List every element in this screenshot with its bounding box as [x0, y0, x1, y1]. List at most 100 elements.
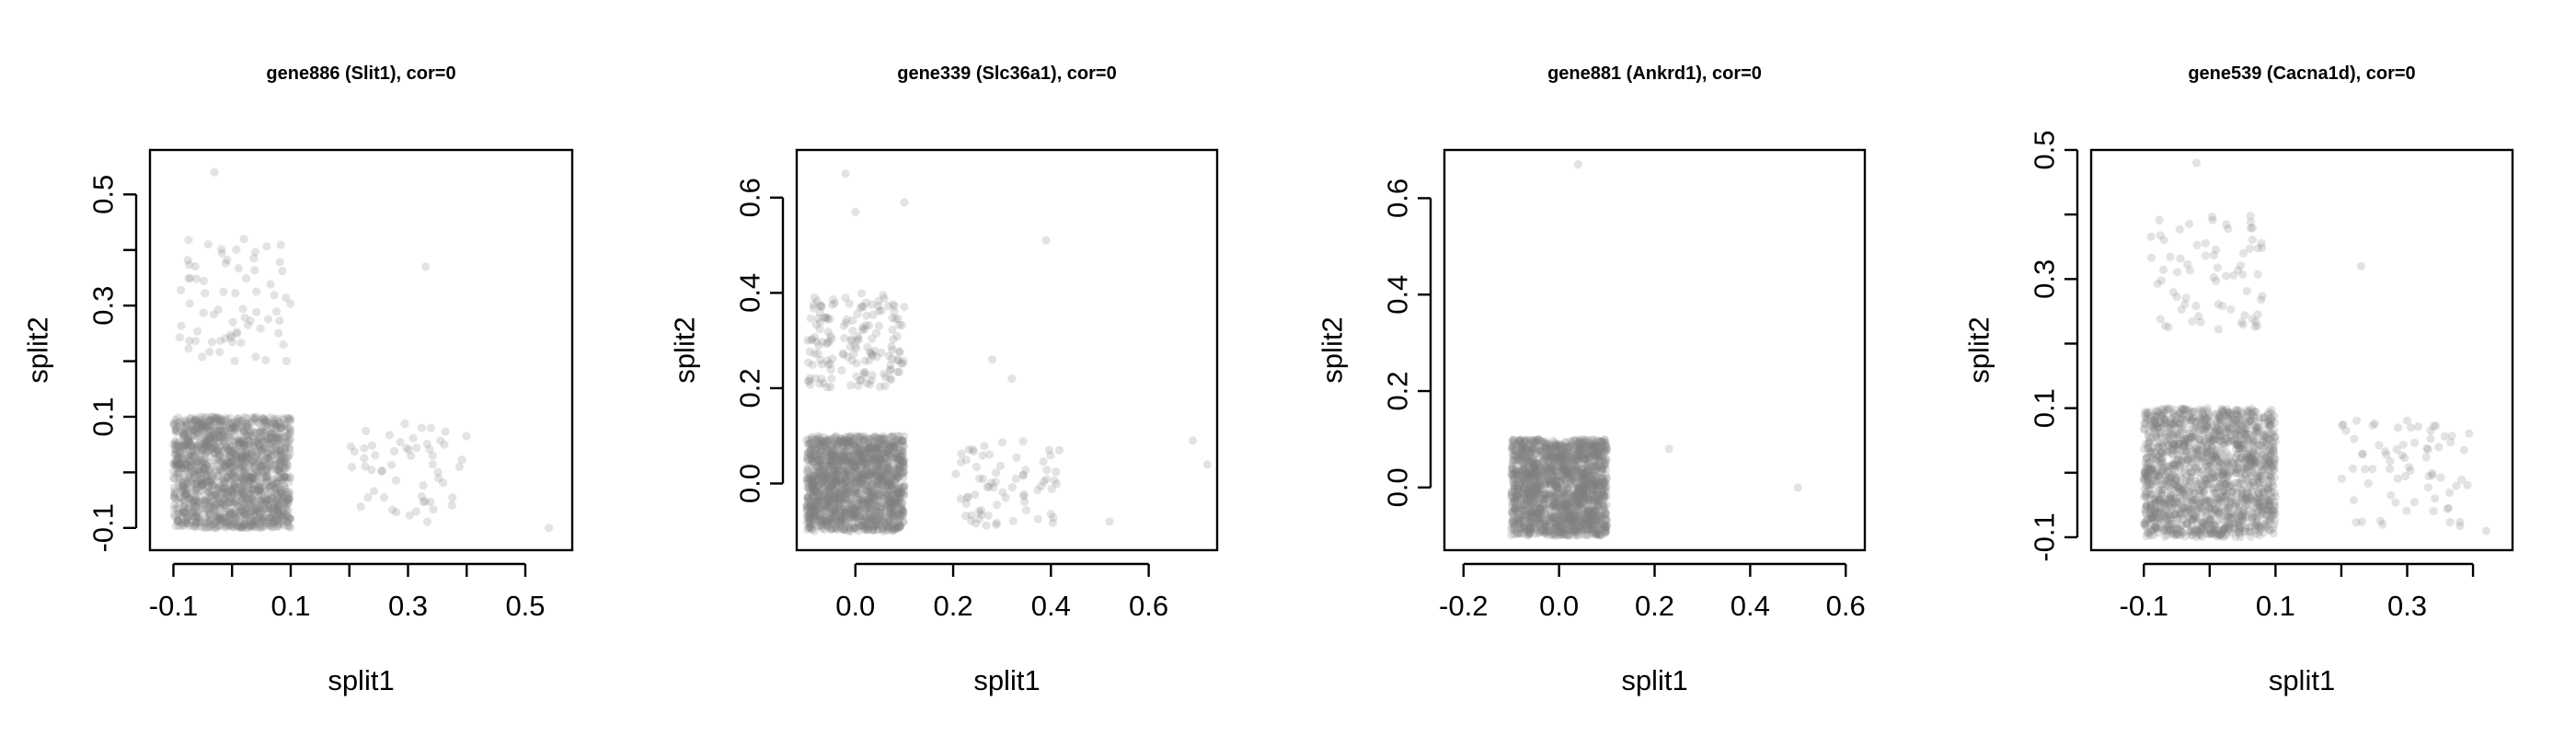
data-point — [181, 508, 190, 517]
data-point — [218, 467, 227, 477]
data-point — [215, 511, 224, 520]
data-point — [362, 426, 371, 436]
data-point — [983, 511, 993, 520]
data-point — [238, 521, 247, 530]
data-point — [273, 457, 282, 466]
data-point — [236, 453, 246, 462]
data-point — [213, 517, 223, 526]
data-point — [389, 446, 399, 455]
data-point — [201, 454, 210, 464]
data-point — [860, 368, 870, 377]
data-point — [262, 477, 271, 486]
data-point — [1018, 437, 1028, 446]
data-point — [240, 509, 249, 519]
data-point — [219, 462, 229, 471]
data-point — [222, 483, 231, 493]
data-point — [221, 334, 230, 343]
data-point — [268, 477, 277, 486]
data-point — [900, 198, 909, 207]
data-point — [190, 416, 200, 425]
y-tick-label: 0.2 — [734, 368, 766, 408]
data-point — [828, 518, 837, 527]
data-point — [190, 417, 199, 426]
scatter-panels: gene886 (Slit1), cor=0-0.1 0.1 0.3 0.5split… — [22, 63, 2514, 696]
data-point — [212, 500, 221, 510]
data-point — [179, 429, 189, 438]
data-point — [201, 459, 210, 468]
data-point — [842, 489, 851, 498]
data-point — [184, 456, 193, 466]
data-point — [178, 458, 189, 467]
data-point — [899, 468, 908, 477]
data-point — [284, 489, 293, 499]
data-point — [270, 506, 280, 515]
data-point — [233, 499, 243, 508]
data-point — [834, 475, 843, 484]
data-point — [229, 422, 238, 431]
data-point — [854, 335, 864, 344]
data-point — [240, 452, 249, 461]
data-point — [813, 314, 823, 323]
data-point — [804, 358, 813, 367]
data-point — [995, 461, 1006, 470]
data-point — [191, 522, 201, 531]
data-point — [204, 488, 213, 497]
data-point — [182, 489, 191, 499]
data-point — [856, 489, 865, 498]
data-point — [286, 299, 295, 308]
data-point — [192, 444, 202, 454]
data-point — [268, 423, 277, 432]
data-point — [245, 509, 254, 518]
data-point — [1044, 445, 1053, 454]
data-point — [214, 455, 224, 465]
data-point — [186, 464, 196, 473]
data-point — [1008, 516, 1018, 525]
data-point — [272, 306, 282, 316]
data-point — [263, 439, 272, 448]
data-point — [279, 340, 288, 350]
data-point — [201, 437, 211, 446]
data-point — [205, 523, 214, 532]
data-point — [198, 445, 207, 454]
data-point — [236, 437, 245, 447]
data-point — [210, 512, 219, 521]
data-point — [843, 470, 853, 480]
data-point — [1020, 497, 1029, 507]
data-point — [228, 519, 237, 528]
data-point — [188, 418, 197, 427]
data-point — [208, 474, 217, 483]
data-point — [244, 494, 253, 504]
data-point — [272, 477, 282, 486]
data-point — [190, 460, 199, 470]
data-point — [241, 499, 250, 508]
data-point — [230, 479, 239, 489]
data-point — [259, 418, 269, 428]
data-point — [215, 417, 224, 426]
data-point — [191, 517, 201, 526]
data-point — [274, 466, 283, 475]
data-point — [230, 356, 239, 365]
data-point — [257, 505, 266, 514]
data-point — [888, 354, 897, 363]
data-point — [284, 522, 293, 531]
x-axis-label: split1 — [973, 664, 1040, 696]
data-point — [210, 417, 219, 426]
data-point — [254, 467, 263, 477]
data-point — [170, 487, 179, 496]
data-point — [215, 348, 224, 357]
data-point — [803, 376, 813, 385]
data-point — [285, 429, 294, 438]
data-point — [214, 414, 224, 423]
data-point — [184, 236, 193, 245]
data-point — [419, 481, 428, 490]
data-point — [363, 493, 373, 502]
data-point — [385, 431, 394, 440]
data-point — [194, 423, 203, 432]
data-point — [275, 258, 284, 267]
data-point — [184, 274, 193, 283]
data-point — [280, 481, 289, 490]
data-point — [255, 503, 264, 512]
data-point — [235, 437, 244, 446]
data-point — [274, 494, 283, 503]
data-point — [274, 483, 283, 492]
